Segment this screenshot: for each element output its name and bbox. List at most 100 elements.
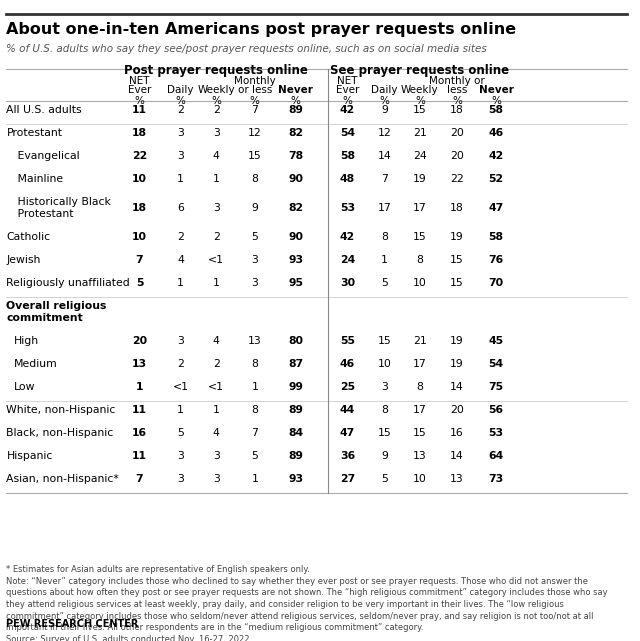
Text: 17: 17 [378, 203, 392, 213]
Text: Daily: Daily [371, 85, 398, 95]
Text: 2: 2 [177, 105, 184, 115]
Text: 47: 47 [488, 203, 504, 213]
Text: 9: 9 [381, 105, 388, 115]
Text: 18: 18 [450, 105, 464, 115]
Text: 14: 14 [450, 382, 464, 392]
Text: 6: 6 [177, 203, 184, 213]
Text: 47: 47 [340, 428, 355, 438]
Text: 10: 10 [132, 174, 147, 185]
Text: Monthly or: Monthly or [429, 76, 485, 86]
Text: 10: 10 [132, 232, 147, 242]
Text: 82: 82 [288, 128, 303, 138]
Text: 75: 75 [488, 382, 504, 392]
Text: 45: 45 [488, 336, 504, 346]
Text: 15: 15 [450, 255, 464, 265]
Text: 7: 7 [252, 105, 258, 115]
Text: 30: 30 [340, 278, 355, 288]
Text: commitment” category includes those who seldom/never attend religious services, : commitment” category includes those who … [6, 612, 594, 620]
Text: 20: 20 [132, 336, 147, 346]
Text: 20: 20 [450, 151, 464, 162]
Text: 58: 58 [488, 105, 504, 115]
Text: About one-in-ten Americans post prayer requests online: About one-in-ten Americans post prayer r… [6, 22, 516, 37]
Text: 13: 13 [132, 359, 147, 369]
Text: 15: 15 [378, 336, 392, 346]
Text: * Estimates for Asian adults are representative of English speakers only.: * Estimates for Asian adults are represe… [6, 565, 310, 574]
Text: 16: 16 [450, 428, 464, 438]
Text: %: % [211, 96, 221, 106]
Text: 95: 95 [288, 278, 303, 288]
Text: 5: 5 [252, 451, 258, 462]
Text: 12: 12 [378, 128, 392, 138]
Text: 56: 56 [488, 405, 504, 415]
Text: or less: or less [237, 85, 272, 95]
Text: 14: 14 [450, 451, 464, 462]
Text: Weekly: Weekly [198, 85, 235, 95]
Text: 3: 3 [213, 451, 220, 462]
Text: 5: 5 [381, 474, 388, 485]
Text: %: % [291, 96, 301, 106]
Text: 3: 3 [177, 474, 184, 485]
Text: 8: 8 [381, 405, 388, 415]
Text: Historically Black: Historically Black [14, 197, 111, 208]
Text: Never: Never [479, 85, 513, 95]
Text: 76: 76 [488, 255, 504, 265]
Text: Asian, non-Hispanic*: Asian, non-Hispanic* [6, 474, 119, 485]
Text: 87: 87 [288, 359, 303, 369]
Text: 1: 1 [213, 278, 220, 288]
Text: Post prayer requests online: Post prayer requests online [124, 64, 308, 77]
Text: 84: 84 [288, 428, 303, 438]
Text: 15: 15 [413, 105, 427, 115]
Text: 11: 11 [132, 451, 147, 462]
Text: Protestant: Protestant [6, 128, 63, 138]
Text: 53: 53 [340, 203, 355, 213]
Text: 8: 8 [252, 405, 258, 415]
Text: Jewish: Jewish [6, 255, 41, 265]
Text: 3: 3 [213, 203, 220, 213]
Text: Ever: Ever [128, 85, 151, 95]
Text: 55: 55 [340, 336, 355, 346]
Text: 1: 1 [213, 174, 220, 185]
Text: 19: 19 [450, 232, 464, 242]
Text: 1: 1 [177, 405, 184, 415]
Text: Weekly: Weekly [401, 85, 438, 95]
Text: 54: 54 [340, 128, 355, 138]
Text: 80: 80 [288, 336, 303, 346]
Text: 10: 10 [378, 359, 392, 369]
Text: 1: 1 [252, 382, 258, 392]
Text: NET: NET [129, 76, 150, 86]
Text: 2: 2 [213, 232, 220, 242]
Text: NET: NET [337, 76, 358, 86]
Text: 19: 19 [450, 359, 464, 369]
Text: 7: 7 [381, 174, 388, 185]
Text: <1: <1 [209, 255, 225, 265]
Text: 1: 1 [177, 174, 184, 185]
Text: 36: 36 [340, 451, 355, 462]
Text: 24: 24 [413, 151, 427, 162]
Text: Never: Never [278, 85, 313, 95]
Text: 2: 2 [177, 232, 184, 242]
Text: See prayer requests online: See prayer requests online [330, 64, 509, 77]
Text: 5: 5 [252, 232, 258, 242]
Text: 3: 3 [381, 382, 388, 392]
Text: %: % [134, 96, 145, 106]
Text: 3: 3 [177, 151, 184, 162]
Text: 3: 3 [177, 451, 184, 462]
Text: 13: 13 [413, 451, 427, 462]
Text: 1: 1 [381, 255, 388, 265]
Text: 24: 24 [340, 255, 355, 265]
Text: 3: 3 [213, 128, 220, 138]
Text: 53: 53 [488, 428, 504, 438]
Text: they attend religious services at least weekly, pray daily, and consider religio: they attend religious services at least … [6, 600, 564, 609]
Text: 15: 15 [450, 278, 464, 288]
Text: 7: 7 [136, 255, 143, 265]
Text: 58: 58 [340, 151, 355, 162]
Text: 19: 19 [413, 174, 427, 185]
Text: %: % [452, 96, 462, 106]
Text: Overall religious: Overall religious [6, 301, 107, 312]
Text: High: High [14, 336, 39, 346]
Text: 1: 1 [213, 405, 220, 415]
Text: 90: 90 [288, 174, 303, 185]
Text: 8: 8 [252, 174, 258, 185]
Text: 8: 8 [417, 382, 423, 392]
Text: 17: 17 [413, 203, 427, 213]
